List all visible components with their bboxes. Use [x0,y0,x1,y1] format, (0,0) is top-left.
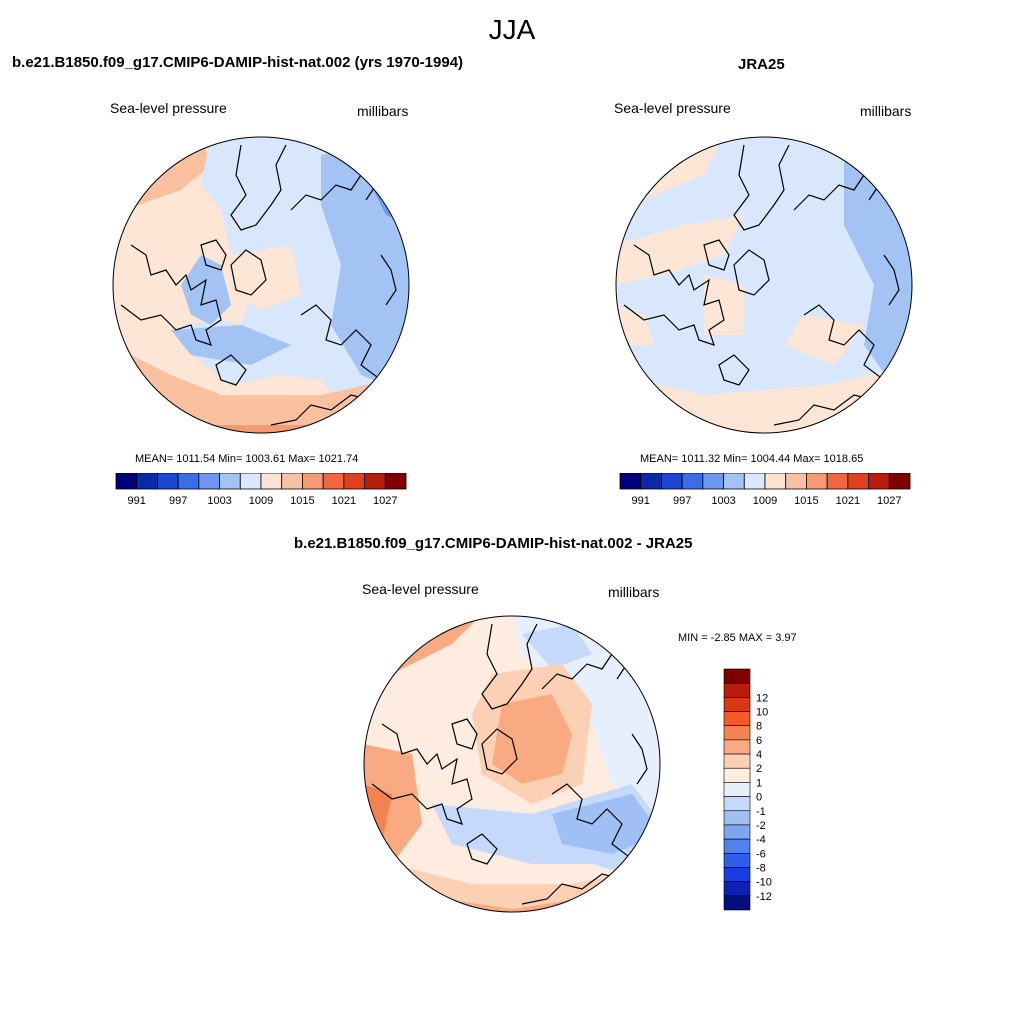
colorbar-box [302,473,324,490]
colorbar-tick-label: 1021 [332,495,356,507]
colorbar-tick-label: 1027 [373,495,397,507]
model-polar-map [112,136,410,434]
diff-colorbar-box [723,810,751,826]
diff-colorbar-tick-label: -2 [756,820,766,832]
colorbar-tick-label: 1003 [711,495,735,507]
diff-colorbar-tick-label: -6 [756,848,766,860]
diff-colorbar-tick-label: 0 [756,792,762,804]
diff-colorbar-box [723,668,751,684]
colorbar-box [177,473,200,490]
colorbar-box [826,473,849,490]
diff-colorbar-tick-label: -10 [756,877,772,889]
diff-colorbar-tick-label: -8 [756,862,766,874]
diff-colorbar-box [723,739,751,755]
model-units-label: millibars [357,103,409,119]
obs-panel-title: JRA25 [738,56,785,73]
obs-variable-label: Sea-level pressure [614,100,731,116]
figure-title: JJA [488,14,536,45]
diff-colorbar-box [723,767,751,783]
diff-colorbar-box [723,753,751,769]
colorbar-box [868,473,890,490]
diff-colorbar-tick-label: 12 [756,692,768,704]
diff-colorbar-tick-label: -12 [756,891,772,903]
obs-units-label: millibars [860,103,912,119]
colorbar-tick-label: 997 [169,495,187,507]
colorbar-box [260,473,283,490]
diff-colorbar-box [723,796,751,812]
obs-stats: MEAN= 1011.32 Min= 1004.44 Max= 1018.65 [640,453,864,465]
diff-stats: MIN = -2.85 MAX = 3.97 [678,632,797,644]
colorbar-box [764,473,787,490]
diff-colorbar-box [723,725,751,741]
colorbar-box [661,473,683,490]
colorbar-box [198,473,220,490]
colorbar-box [847,473,869,490]
colorbar-tick-label: 1021 [836,495,860,507]
diff-colorbar-tick-label: 8 [756,721,762,733]
colorbar-box [785,473,807,490]
colorbar-box [343,473,365,490]
diff-colorbar-box [723,711,751,727]
diff-colorbar-box [723,852,751,868]
diff-variable-label: Sea-level pressure [362,581,479,597]
colorbar-tick-label: 1009 [753,495,777,507]
obs-polar-map [615,136,913,434]
colorbar-box [281,473,303,490]
diff-colorbar-tick-label: 6 [756,735,762,747]
diff-colorbar-tick-label: -4 [756,834,766,846]
colorbar-box [322,473,345,490]
colorbar-box [888,473,911,490]
diff-colorbar-box [723,697,751,712]
diff-colorbar-tick-label: 4 [756,749,762,761]
colorbar-tick-label: 1015 [290,495,314,507]
diff-colorbar-box [723,782,751,797]
colorbar-box [681,473,704,490]
diff-colorbar-tick-label: 2 [756,763,762,775]
colorbar-tick-label: 1009 [249,495,273,507]
colorbar-box [640,473,662,490]
model-colorbar: 991997100310091015102110271033 [115,473,407,507]
colorbar-box [806,473,828,490]
colorbar-box [723,473,745,490]
colorbar-tick-label: 991 [128,495,146,507]
diff-colorbar-tick-label: 1 [756,777,762,789]
model-stats: MEAN= 1011.54 Min= 1003.61 Max= 1021.74 [135,453,359,465]
diff-colorbar-tick-label: 10 [756,707,768,719]
colorbar-tick-label: 1015 [794,495,818,507]
diff-colorbar-box [723,838,751,854]
diff-polar-map [363,615,661,913]
diff-colorbar-box [723,824,751,840]
colorbar-box [219,473,241,490]
model-panel-title: b.e21.B1850.f09_g17.CMIP6-DAMIP-hist-nat… [12,54,464,71]
colorbar-box [136,473,158,490]
diff-colorbar-box [723,682,751,698]
colorbar-box [702,473,724,490]
colorbar-box [619,473,642,490]
colorbar-box [384,473,407,490]
diff-colorbar-box [723,881,751,897]
colorbar-tick-label: 991 [632,495,650,507]
colorbar-box [364,473,386,490]
colorbar-tick-label: 997 [673,495,691,507]
colorbar-box [743,473,766,490]
diff-colorbar-box [723,895,751,911]
colorbar-tick-label: 1027 [877,495,901,507]
diff-units-label: millibars [608,584,660,600]
obs-colorbar: 991997100310091015102110271033 [619,473,911,507]
colorbar-box [157,473,179,490]
colorbar-box [239,473,262,490]
diff-colorbar-tick-label: -1 [756,806,766,818]
colorbar-tick-label: 1003 [207,495,231,507]
diff-panel-title: b.e21.B1850.f09_g17.CMIP6-DAMIP-hist-nat… [294,535,693,552]
model-variable-label: Sea-level pressure [110,100,227,116]
diff-colorbar-box [723,867,751,882]
colorbar-box [115,473,138,490]
